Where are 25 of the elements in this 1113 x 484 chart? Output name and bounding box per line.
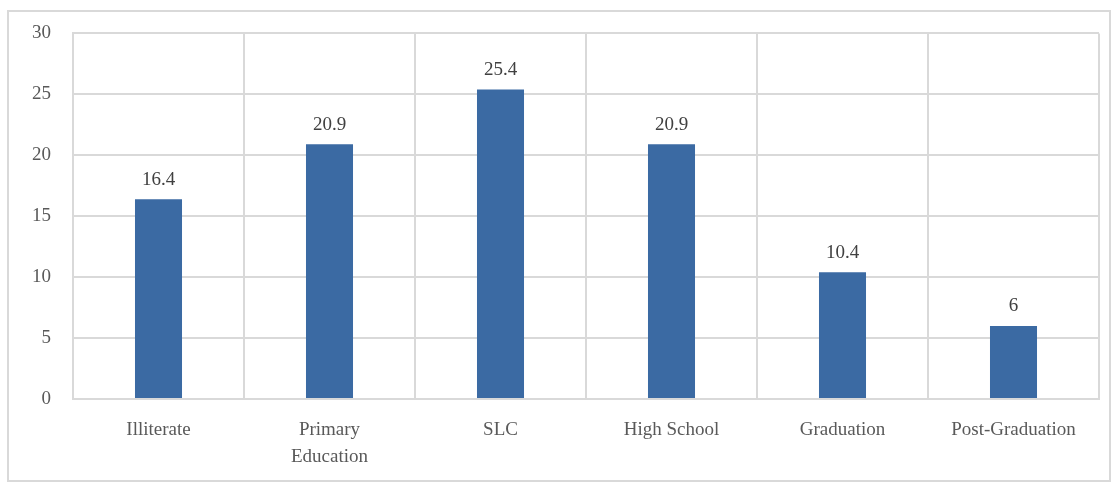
y-tick-label: 0: [41, 386, 51, 408]
bar: [647, 144, 696, 398]
x-tick-label: High School: [623, 418, 720, 440]
y-tick-label: 10: [32, 265, 51, 287]
x-tick-label: SLC: [483, 418, 518, 440]
y-tick-label: 5: [41, 326, 51, 348]
data-label: 16.4: [141, 167, 176, 189]
bar: [305, 144, 354, 398]
x-tick-label: Primary Education: [290, 418, 369, 466]
data-label: 6: [1008, 294, 1019, 316]
data-label: 20.9: [312, 112, 347, 134]
x-tick-label: Post-Graduation: [951, 418, 1077, 440]
y-tick-label: 25: [32, 82, 51, 104]
y-tick-label: 30: [32, 21, 51, 43]
y-tick-label: 15: [32, 204, 51, 226]
bar: [476, 89, 525, 398]
data-label: 10.4: [825, 240, 860, 262]
bar: [818, 272, 867, 398]
y-tick-label: 20: [32, 143, 51, 165]
x-tick-label: Illiterate: [126, 418, 191, 440]
bar: [989, 325, 1038, 398]
x-tick-label: Graduation: [799, 418, 886, 440]
bar: [134, 199, 183, 398]
data-label: 20.9: [654, 112, 689, 134]
data-label: 25.4: [483, 57, 518, 79]
